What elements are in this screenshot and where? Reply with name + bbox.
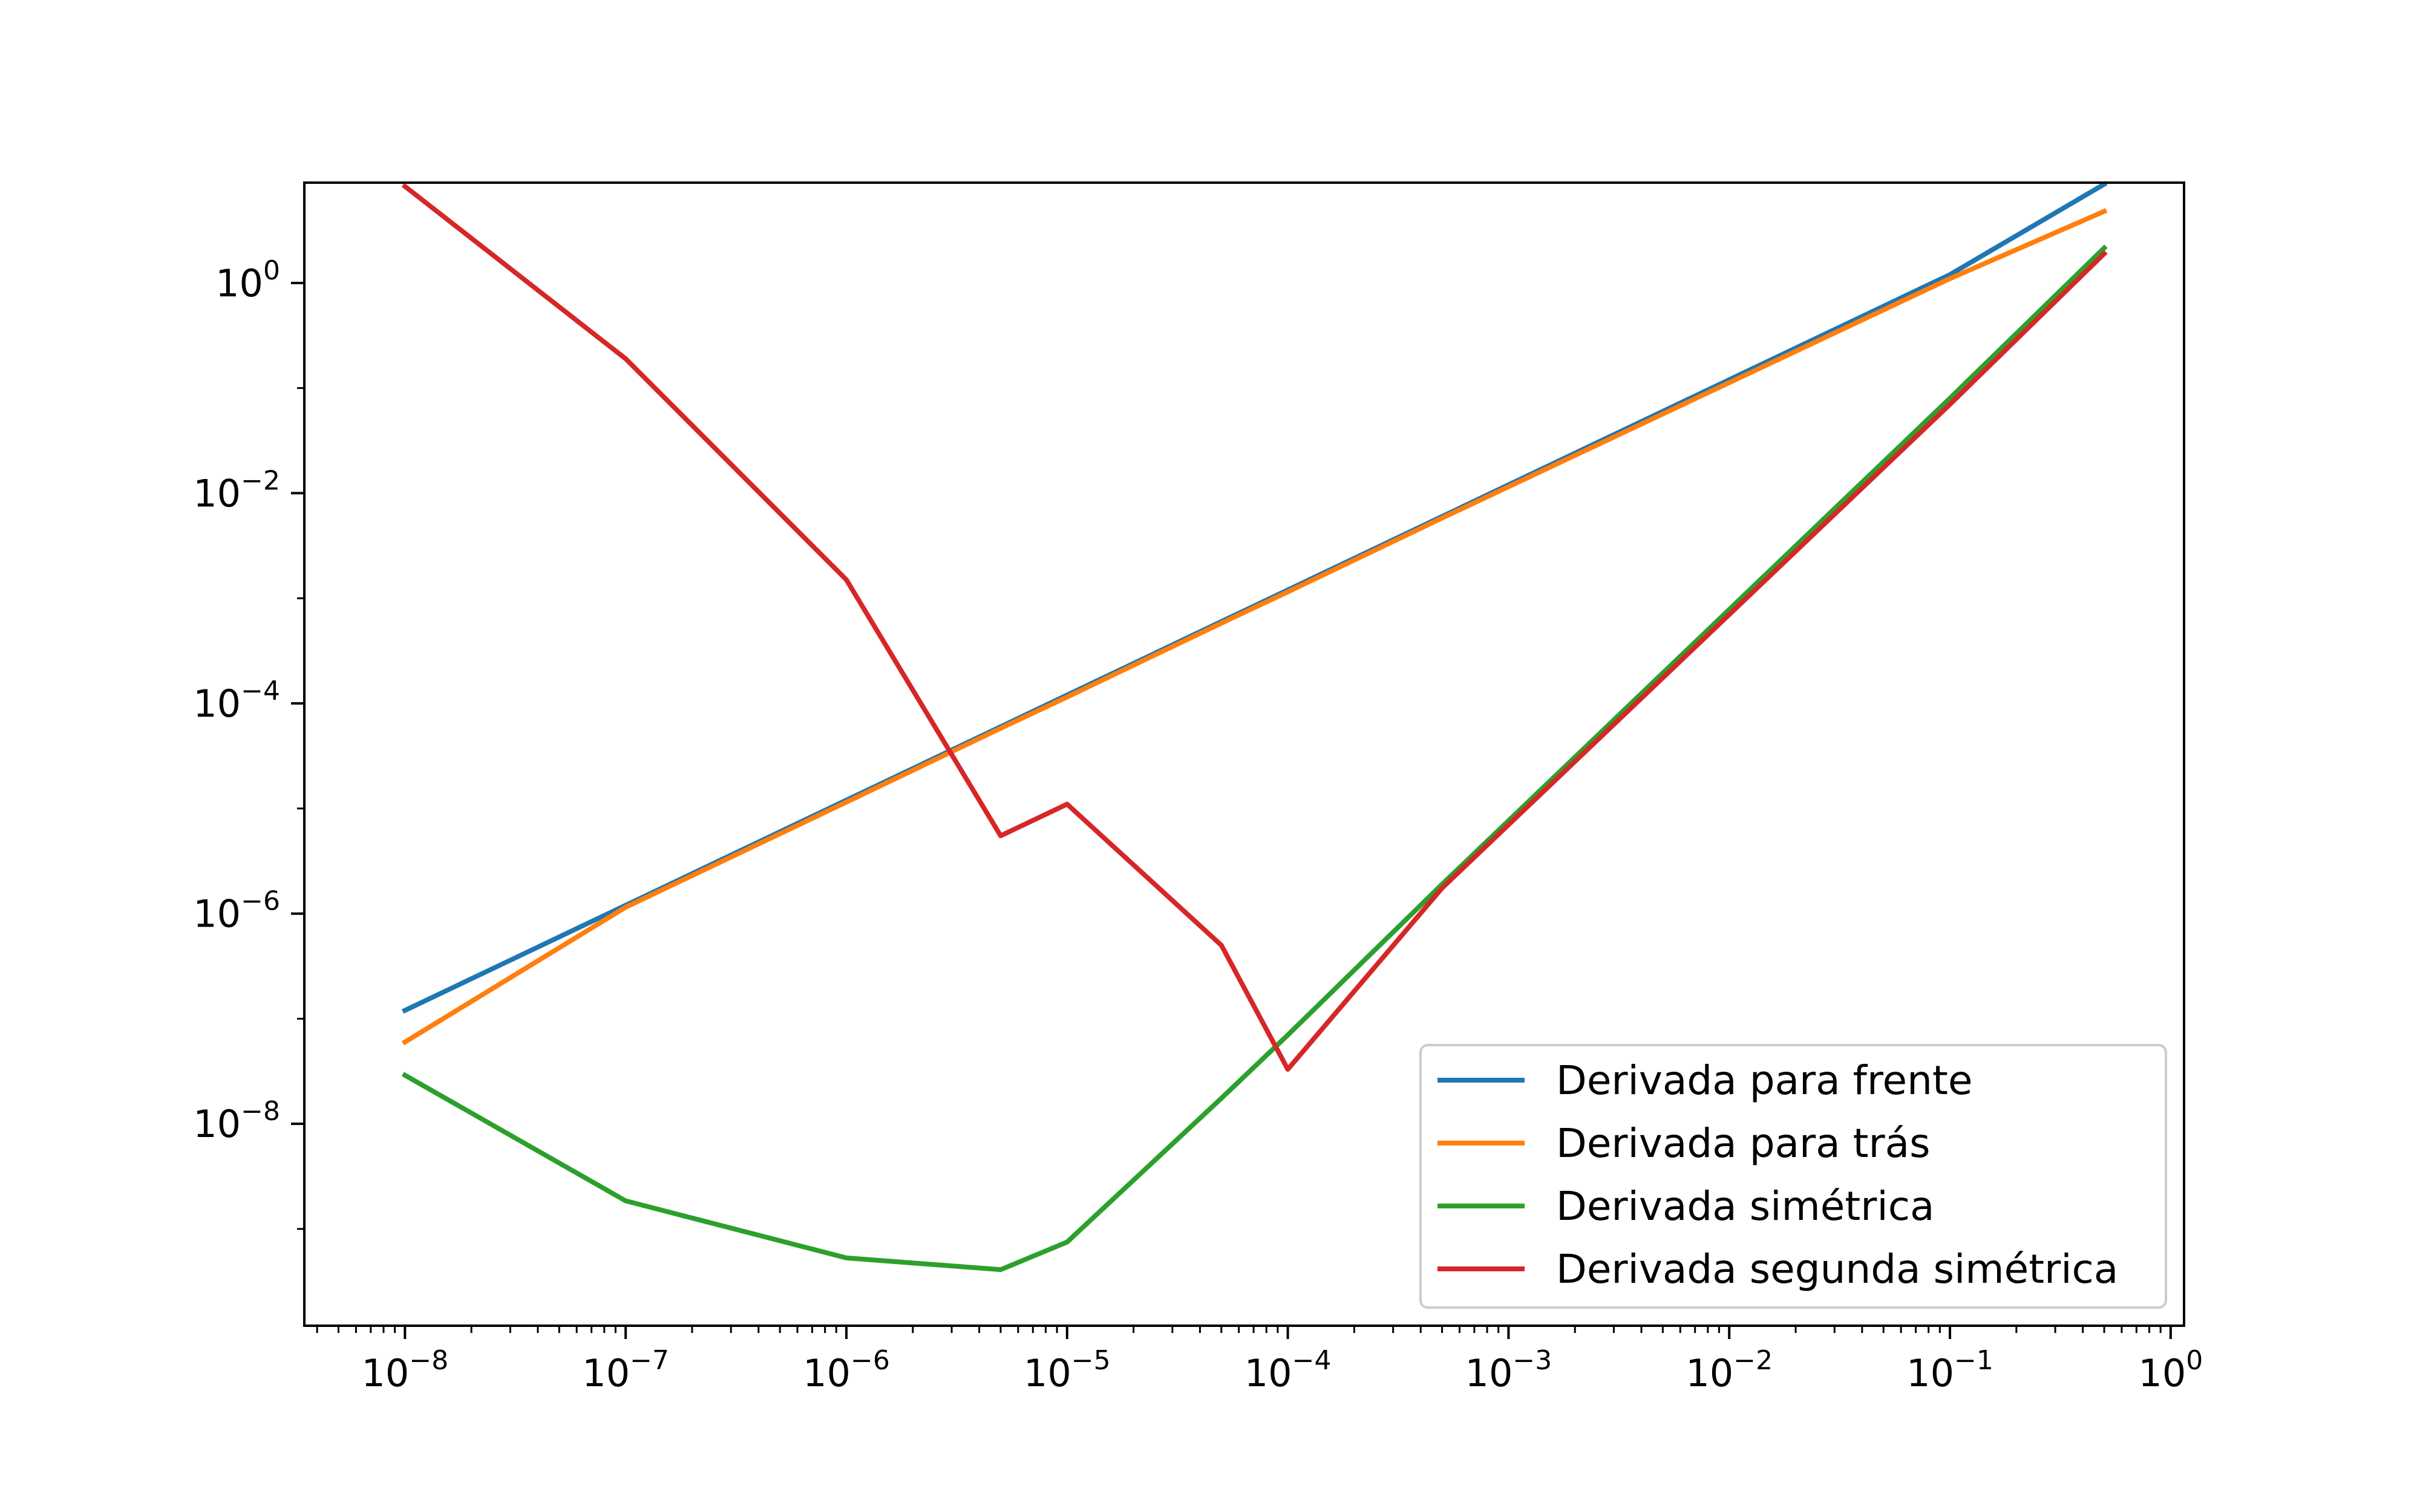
y-tick-label: 10−4: [193, 676, 280, 726]
legend-box: [1419, 1044, 2167, 1309]
y-tick-label: 10−8: [193, 1096, 280, 1146]
series-line-3: [401, 244, 2108, 1272]
x-tick-label: 10−4: [1244, 1345, 1332, 1395]
x-tick-label: 10−8: [361, 1345, 448, 1395]
x-axis-ticks: 10−8 10−7 10−6 10−5 10−4 10−3 10−2 10−1 100: [316, 1326, 2203, 1395]
y-axis-ticks: 100 10−2 10−4 10−6 10−8: [193, 255, 304, 1230]
legend-label-1: Derivada para frente: [1556, 1057, 1972, 1104]
y-tick-label: 10−2: [193, 465, 280, 515]
x-tick-label: 10−6: [803, 1345, 890, 1395]
x-tick-label: 10−2: [1686, 1345, 1773, 1395]
x-tick-label: 10−3: [1465, 1345, 1552, 1395]
series-line-2: [401, 208, 2108, 1046]
y-tick-label: 10−6: [193, 886, 280, 936]
plot-frame: [303, 181, 2185, 1327]
x-tick-label: 100: [2138, 1345, 2203, 1395]
x-tick-label: 10−7: [582, 1345, 669, 1395]
legend: Derivada para frente Derivada para trás De…: [1419, 1044, 2167, 1309]
y-tick-label: 100: [215, 255, 280, 305]
x-tick-label: 10−1: [1906, 1345, 1993, 1395]
series-lines: [401, 181, 2108, 1272]
legend-label-4: Derivada segunda simétrica: [1556, 1246, 2118, 1292]
axes-frame: [303, 181, 2185, 1327]
series-line-4: [401, 183, 2108, 1072]
legend-label-3: Derivada simétrica: [1556, 1183, 1934, 1230]
legend-label-2: Derivada para trás: [1556, 1120, 1930, 1167]
x-tick-label: 10−5: [1024, 1345, 1111, 1395]
